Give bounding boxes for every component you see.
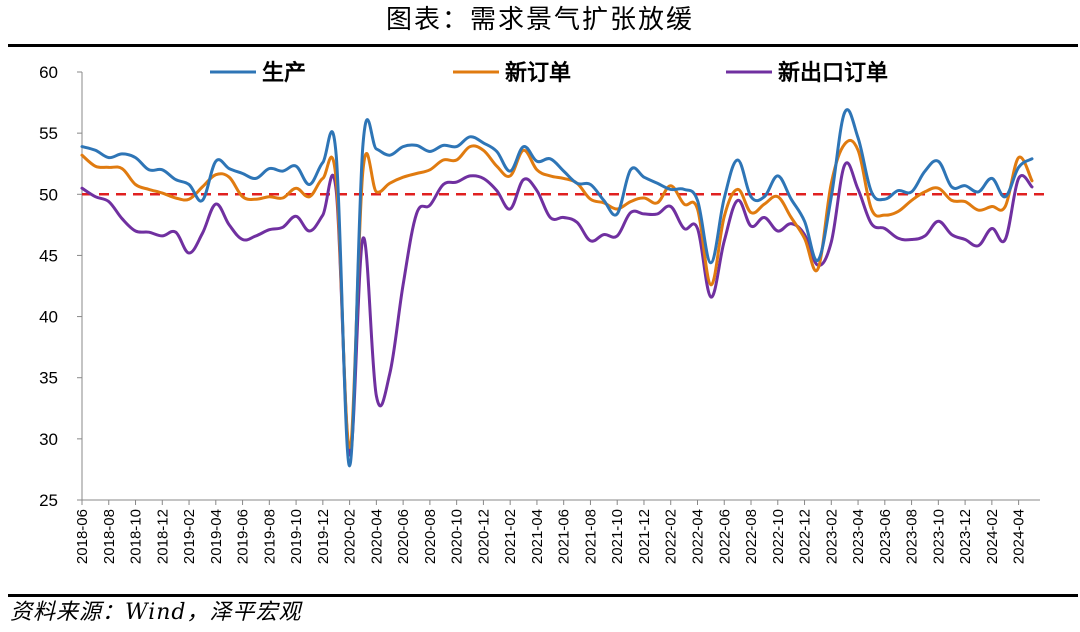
x-tick-label: 2020-08 (422, 509, 439, 564)
x-tick-label: 2020-06 (395, 509, 412, 564)
y-tick-label: 50 (39, 185, 58, 204)
legend: 生产 新订单 新出口订单 (210, 60, 888, 86)
x-tick-label: 2021-08 (582, 509, 599, 564)
x-tick-label: 2022-02 (663, 509, 680, 564)
x-tick-label: 2021-04 (529, 509, 546, 564)
chart-title: 图表：需求景气扩张放缓 (385, 5, 694, 35)
x-tick-label: 2019-02 (181, 509, 198, 564)
y-tick-label: 55 (39, 124, 58, 143)
x-tick-label: 2018-08 (101, 509, 118, 564)
x-tick-label: 2020-10 (449, 509, 466, 564)
x-tick-label: 2024-02 (984, 509, 1001, 564)
x-tick-label: 2022-06 (716, 509, 733, 564)
x-tick-label: 2019-08 (261, 509, 278, 564)
x-tick-label: 2019-04 (208, 509, 225, 564)
x-tick-label: 2023-08 (904, 509, 921, 564)
x-tick-label: 2018-06 (74, 509, 91, 564)
x-tick-label: 2023-06 (877, 509, 894, 564)
x-tick-label: 2021-12 (636, 509, 653, 564)
series-line-1 (80, 138, 1034, 449)
x-tick-label: 2023-12 (957, 509, 974, 564)
x-tick-label: 2024-04 (1011, 509, 1028, 564)
x-tick-label: 2022-04 (689, 509, 706, 564)
series-line-2 (80, 161, 1034, 457)
axes: 25 30 35 40 45 50 55 60 2018-06 2018-08 2018-10 201… (39, 63, 1040, 564)
y-tick-label: 60 (39, 63, 58, 82)
y-tick-label: 40 (39, 308, 58, 327)
y-tick-label: 30 (39, 430, 58, 449)
top-rule (8, 44, 1078, 47)
x-tick-label: 2023-02 (823, 509, 840, 564)
x-tick-label: 2022-08 (743, 509, 760, 564)
x-tick-label: 2020-04 (368, 509, 385, 564)
bottom-rule (8, 594, 1078, 597)
x-tick-label: 2022-10 (770, 509, 787, 564)
y-tick-label: 25 (39, 491, 58, 510)
x-tick-label: 2020-12 (475, 509, 492, 564)
y-tick-label: 35 (39, 369, 58, 388)
x-tick-label: 2018-10 (128, 509, 145, 564)
source-note: 资料来源：Wind，泽平宏观 (10, 600, 302, 625)
x-tick-label: 2019-06 (235, 509, 252, 564)
legend-label-1: 新订单 (505, 60, 571, 86)
x-tick-label: 2021-02 (502, 509, 519, 564)
series-line-0 (80, 108, 1034, 468)
x-tick-label: 2021-10 (609, 509, 626, 564)
x-tick-label: 2023-10 (930, 509, 947, 564)
x-tick-label: 2023-04 (850, 509, 867, 564)
x-tick-label: 2018-12 (154, 509, 171, 564)
line-chart: 25 30 35 40 45 50 55 60 2018-06 2018-08 2018-10 201… (39, 60, 1046, 564)
x-tick-label: 2022-12 (797, 509, 814, 564)
series-lines (80, 108, 1034, 468)
x-tick-label: 2021-06 (556, 509, 573, 564)
x-tick-label: 2019-10 (288, 509, 305, 564)
x-tick-label: 2019-12 (315, 509, 332, 564)
legend-label-2: 新出口订单 (778, 60, 888, 86)
legend-label-0: 生产 (262, 61, 306, 86)
x-tick-label: 2020-02 (342, 509, 359, 564)
y-tick-label: 45 (39, 246, 58, 265)
